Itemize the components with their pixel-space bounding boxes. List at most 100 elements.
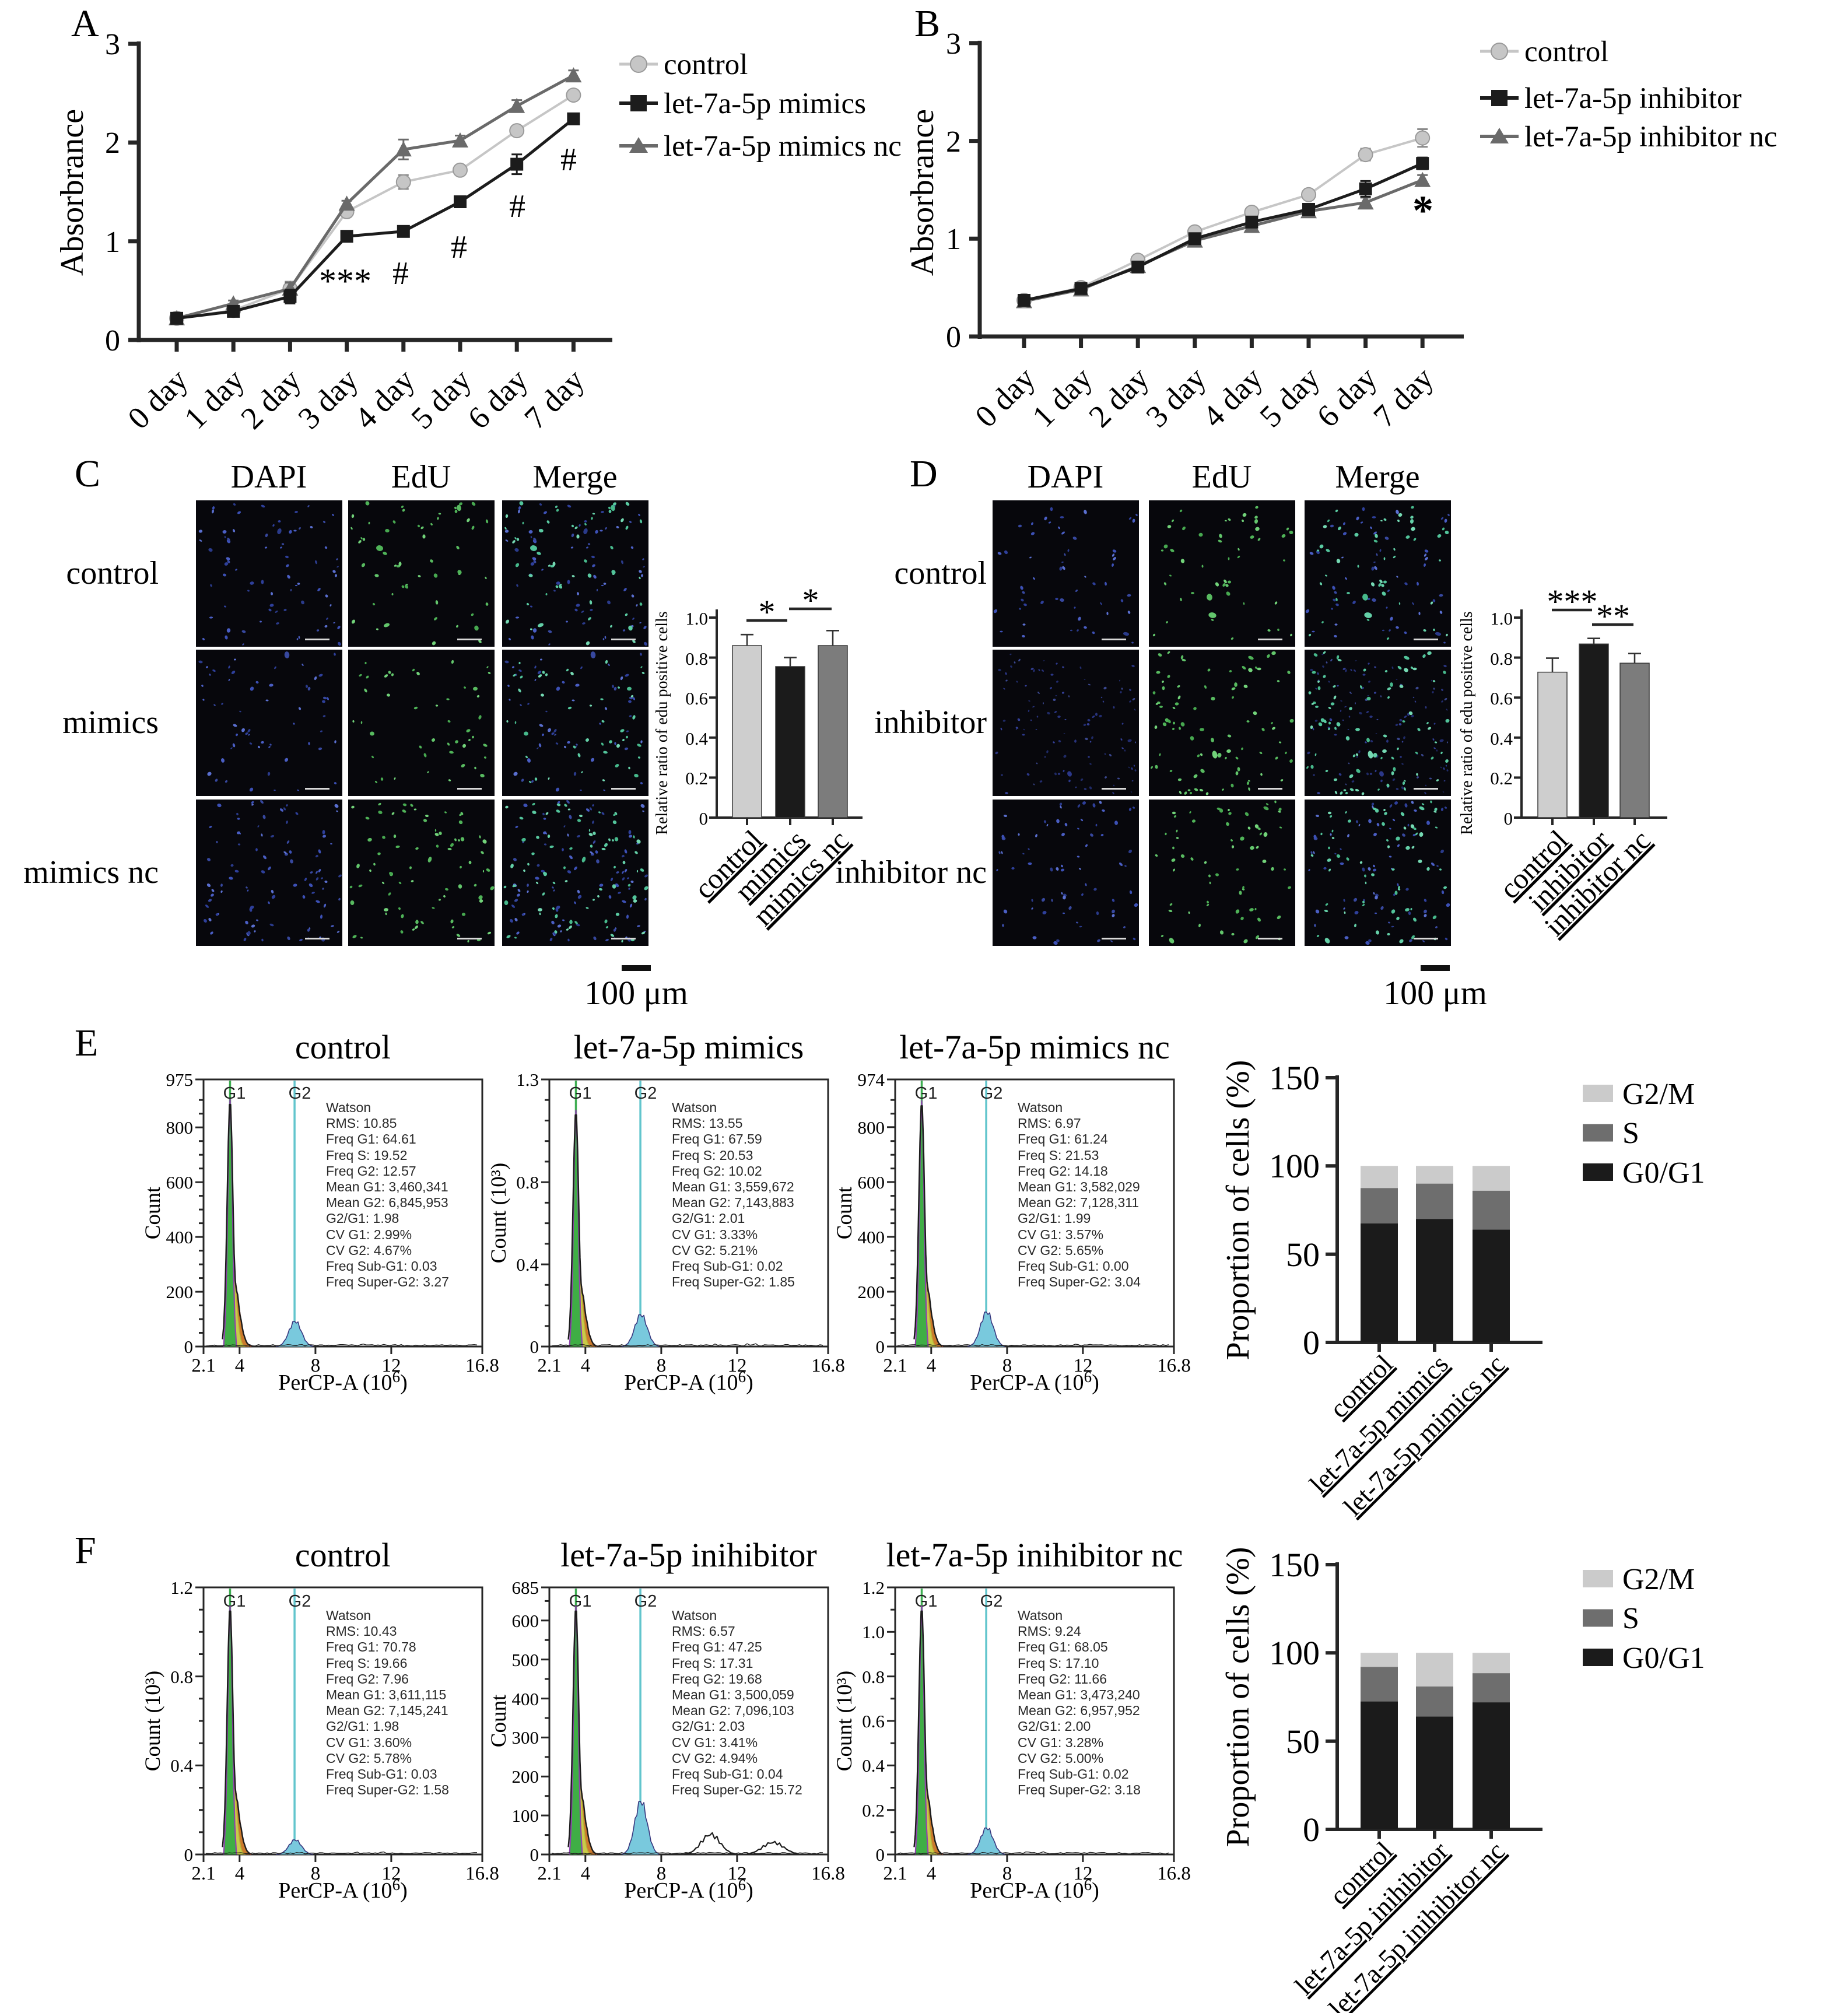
svg-text:E: E — [75, 1022, 98, 1064]
svg-text:G2: G2 — [289, 1592, 311, 1611]
svg-text:Watson: Watson — [672, 1100, 717, 1115]
svg-text:0.4: 0.4 — [170, 1755, 193, 1776]
svg-text:Mean G1: 3,473,240: Mean G1: 3,473,240 — [1018, 1687, 1140, 1702]
svg-text:2.1: 2.1 — [883, 1355, 907, 1376]
svg-text:16.8: 16.8 — [465, 1355, 499, 1376]
svg-text:Freq G1: 70.78: Freq G1: 70.78 — [326, 1639, 416, 1654]
svg-text:CV G2: 4.94%: CV G2: 4.94% — [672, 1751, 758, 1766]
svg-text:Freq G1: 64.61: Freq G1: 64.61 — [326, 1131, 416, 1147]
svg-text:Freq Sub-G1: 0.03: Freq Sub-G1: 0.03 — [326, 1766, 437, 1782]
svg-text:***: *** — [1547, 583, 1598, 620]
svg-text:1.3: 1.3 — [516, 1070, 539, 1090]
svg-text:control: control — [664, 48, 748, 81]
svg-text:2.1: 2.1 — [537, 1355, 561, 1376]
svg-text:Merge: Merge — [1335, 459, 1419, 495]
svg-text:0: 0 — [530, 1337, 539, 1357]
svg-text:G2/G1: 2.00: G2/G1: 2.00 — [1018, 1719, 1091, 1734]
svg-text:0.2: 0.2 — [1490, 768, 1513, 788]
svg-text:0: 0 — [1303, 1811, 1320, 1849]
svg-text:Freq G1: 67.59: Freq G1: 67.59 — [672, 1131, 762, 1147]
svg-text:G1: G1 — [223, 1084, 246, 1103]
svg-text:8: 8 — [1002, 1863, 1012, 1884]
svg-text:Mean G2: 6,957,952: Mean G2: 6,957,952 — [1018, 1703, 1140, 1718]
svg-text:0: 0 — [184, 1337, 194, 1357]
svg-text:let-7a-5p mimics nc: let-7a-5p mimics nc — [899, 1028, 1170, 1066]
svg-text:Absorbrance: Absorbrance — [905, 109, 941, 276]
svg-text:150: 150 — [1269, 1546, 1320, 1584]
svg-text:0.4: 0.4 — [1490, 728, 1513, 749]
svg-text:Mean G2: 7,128,311: Mean G2: 7,128,311 — [1018, 1195, 1139, 1210]
svg-text:2.1: 2.1 — [883, 1863, 907, 1884]
svg-text:4: 4 — [927, 1355, 937, 1376]
svg-text:DAPI: DAPI — [1028, 459, 1104, 495]
svg-text:Freq G1: 68.05: Freq G1: 68.05 — [1018, 1639, 1108, 1654]
svg-text:control: control — [1524, 36, 1608, 68]
svg-text:G1: G1 — [569, 1592, 592, 1611]
svg-text:RMS: 9.24: RMS: 9.24 — [1018, 1624, 1081, 1639]
svg-text:Freq G2: 10.02: Freq G2: 10.02 — [672, 1163, 762, 1179]
svg-text:100 μm: 100 μm — [1383, 974, 1487, 1012]
svg-text:8: 8 — [657, 1355, 667, 1376]
svg-text:CV G2: 5.78%: CV G2: 5.78% — [326, 1751, 412, 1766]
svg-text:600: 600 — [166, 1172, 194, 1193]
svg-text:Freq Super-G2: 15.72: Freq Super-G2: 15.72 — [672, 1782, 802, 1797]
svg-text:0: 0 — [530, 1845, 539, 1865]
svg-text:PerCP-A (106): PerCP-A (106) — [970, 1876, 1099, 1903]
svg-text:PerCP-A (106): PerCP-A (106) — [624, 1368, 753, 1395]
svg-text:16.8: 16.8 — [1157, 1863, 1191, 1884]
svg-text:let-7a-5p inhibitor nc: let-7a-5p inhibitor nc — [1524, 121, 1777, 153]
svg-text:RMS: 10.85: RMS: 10.85 — [326, 1116, 397, 1131]
svg-text:let-7a-5p inhibitor: let-7a-5p inhibitor — [1524, 82, 1742, 115]
svg-text:RMS: 6.97: RMS: 6.97 — [1018, 1116, 1081, 1131]
svg-text:CV G1: 2.99%: CV G1: 2.99% — [326, 1227, 412, 1242]
svg-text:100: 100 — [1269, 1634, 1320, 1672]
svg-text:400: 400 — [512, 1689, 539, 1709]
svg-text:4: 4 — [235, 1355, 245, 1376]
svg-text:Freq G2: 11.66: Freq G2: 11.66 — [1018, 1671, 1107, 1687]
svg-text:1: 1 — [105, 226, 120, 259]
svg-text:D: D — [910, 453, 938, 495]
svg-text:Mean G1: 3,460,341: Mean G1: 3,460,341 — [326, 1179, 448, 1194]
svg-text:A: A — [71, 2, 99, 45]
svg-text:PerCP-A (106): PerCP-A (106) — [278, 1876, 407, 1903]
svg-text:CV G1: 3.41%: CV G1: 3.41% — [672, 1735, 758, 1750]
svg-text:RMS: 10.43: RMS: 10.43 — [326, 1624, 397, 1639]
svg-text:Freq G1: 61.24: Freq G1: 61.24 — [1018, 1131, 1108, 1147]
svg-text:Count: Count — [141, 1186, 165, 1239]
svg-text:1.2: 1.2 — [862, 1577, 885, 1598]
svg-text:3: 3 — [105, 28, 120, 61]
svg-text:G0/G1: G0/G1 — [1622, 1642, 1705, 1675]
svg-text:#: # — [392, 255, 409, 292]
svg-text:CV G1: 3.33%: CV G1: 3.33% — [672, 1227, 758, 1242]
svg-text:0: 0 — [105, 324, 120, 357]
svg-text:G2/M: G2/M — [1622, 1078, 1695, 1111]
svg-text:let-7a-5p inihibitor: let-7a-5p inihibitor — [560, 1536, 817, 1574]
svg-text:16.8: 16.8 — [1157, 1355, 1191, 1376]
svg-text:0.4: 0.4 — [685, 728, 708, 749]
svg-text:12: 12 — [382, 1355, 401, 1376]
svg-text:#: # — [451, 229, 467, 265]
svg-text:G2: G2 — [634, 1084, 657, 1103]
svg-text:500: 500 — [512, 1650, 539, 1670]
svg-text:G1: G1 — [915, 1084, 938, 1103]
svg-text:8: 8 — [311, 1355, 321, 1376]
svg-text:Freq Sub-G1: 0.02: Freq Sub-G1: 0.02 — [1018, 1766, 1129, 1782]
svg-text:EdU: EdU — [391, 459, 451, 495]
svg-text:Watson: Watson — [326, 1100, 371, 1115]
svg-text:12: 12 — [1074, 1355, 1093, 1376]
svg-text:0: 0 — [946, 321, 961, 354]
svg-text:2.1: 2.1 — [191, 1355, 215, 1376]
svg-text:8: 8 — [311, 1863, 321, 1884]
svg-text:0: 0 — [876, 1337, 885, 1357]
svg-text:Freq S: 19.66: Freq S: 19.66 — [326, 1656, 407, 1671]
svg-text:mimics: mimics — [62, 704, 159, 741]
svg-text:let-7a-5p inihibitor nc: let-7a-5p inihibitor nc — [886, 1536, 1183, 1574]
svg-text:8: 8 — [657, 1863, 667, 1884]
svg-text:Mean G1: 3,559,672: Mean G1: 3,559,672 — [672, 1179, 794, 1194]
svg-text:***: *** — [319, 262, 371, 300]
svg-text:G2/G1: 2.03: G2/G1: 2.03 — [672, 1719, 745, 1734]
svg-text:Freq G2: 7.96: Freq G2: 7.96 — [326, 1671, 409, 1687]
svg-text:Freq Sub-G1: 0.02: Freq Sub-G1: 0.02 — [672, 1258, 783, 1274]
svg-text:Freq Sub-G1: 0.04: Freq Sub-G1: 0.04 — [672, 1766, 783, 1782]
svg-text:0.4: 0.4 — [516, 1254, 539, 1275]
